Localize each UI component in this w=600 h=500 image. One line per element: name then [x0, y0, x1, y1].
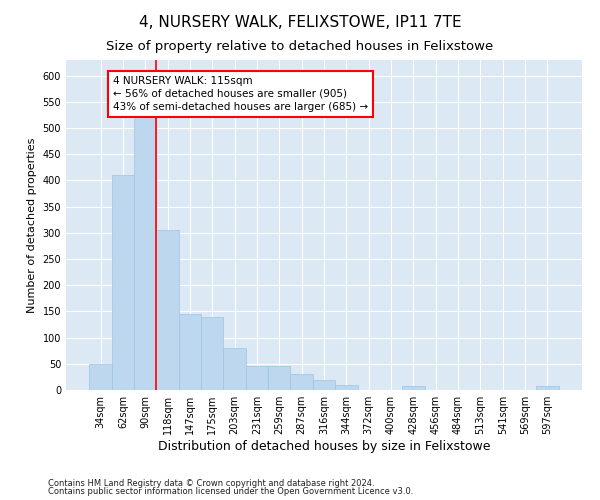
Y-axis label: Number of detached properties: Number of detached properties	[27, 138, 37, 312]
Text: Size of property relative to detached houses in Felixstowe: Size of property relative to detached ho…	[106, 40, 494, 53]
Bar	[157, 230, 179, 390]
Bar	[112, 175, 134, 390]
Bar	[179, 314, 201, 390]
Bar	[402, 386, 425, 390]
X-axis label: Distribution of detached houses by size in Felixstowe: Distribution of detached houses by size …	[158, 440, 490, 453]
Bar	[268, 366, 290, 390]
Bar	[201, 316, 223, 390]
Bar	[290, 374, 313, 390]
Text: 4, NURSERY WALK, FELIXSTOWE, IP11 7TE: 4, NURSERY WALK, FELIXSTOWE, IP11 7TE	[139, 15, 461, 30]
Bar	[246, 366, 268, 390]
Bar	[536, 386, 559, 390]
Bar	[335, 385, 358, 390]
Bar	[89, 364, 112, 390]
Text: Contains public sector information licensed under the Open Government Licence v3: Contains public sector information licen…	[48, 487, 413, 496]
Bar	[223, 348, 246, 390]
Bar	[134, 92, 157, 390]
Text: 4 NURSERY WALK: 115sqm
← 56% of detached houses are smaller (905)
43% of semi-de: 4 NURSERY WALK: 115sqm ← 56% of detached…	[113, 76, 368, 112]
Text: Contains HM Land Registry data © Crown copyright and database right 2024.: Contains HM Land Registry data © Crown c…	[48, 478, 374, 488]
Bar	[313, 380, 335, 390]
